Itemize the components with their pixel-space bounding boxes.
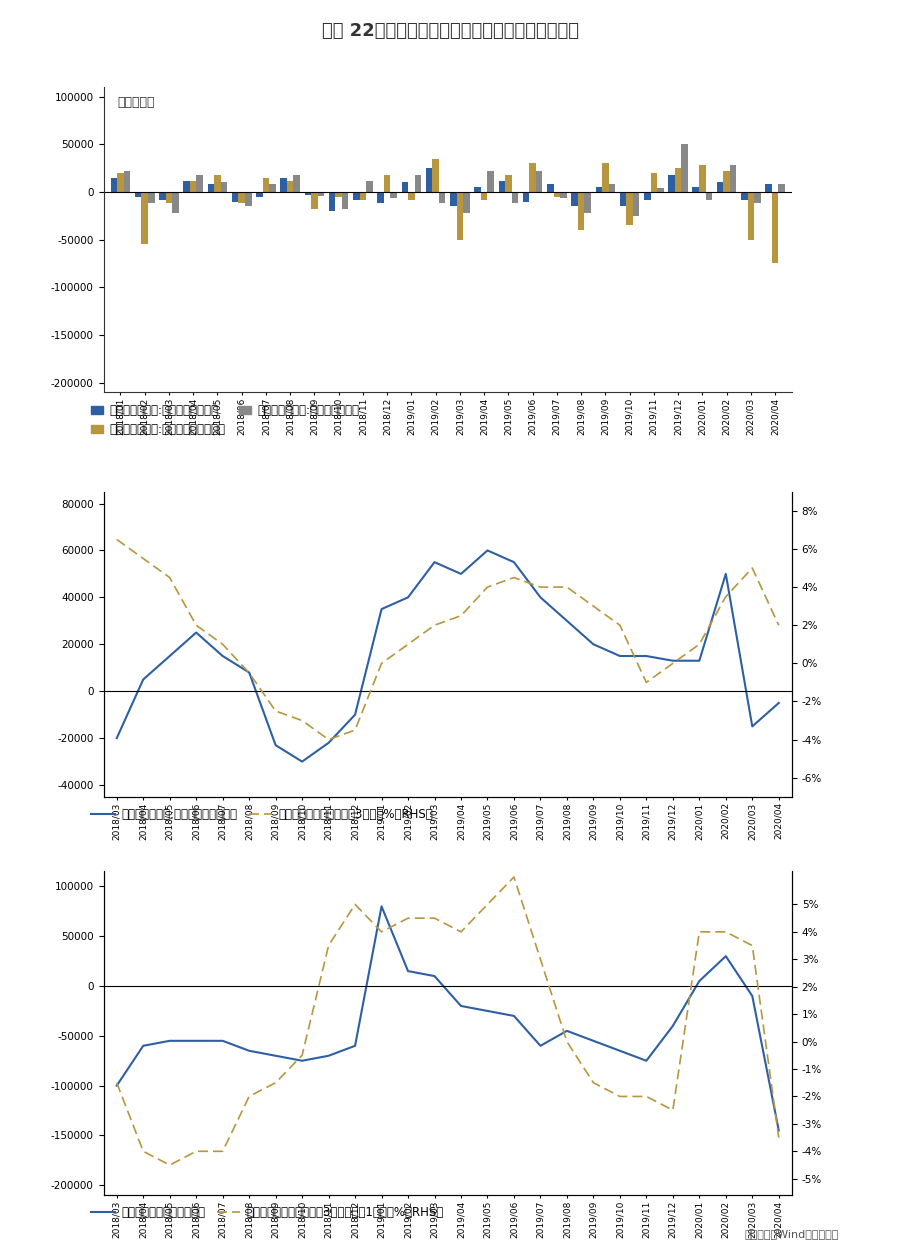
Bar: [511, 192, 518, 203]
Bar: [692, 187, 699, 192]
Bar: [318, 192, 324, 195]
Bar: [232, 192, 239, 202]
Bar: [596, 187, 602, 192]
Bar: [456, 192, 464, 239]
Bar: [668, 174, 675, 192]
Bar: [111, 178, 117, 192]
Bar: [391, 192, 397, 198]
Bar: [311, 192, 318, 209]
Bar: [117, 173, 123, 192]
Bar: [765, 184, 772, 192]
Bar: [342, 192, 348, 209]
Bar: [572, 192, 578, 207]
Bar: [523, 192, 529, 202]
Bar: [699, 166, 706, 192]
Bar: [633, 192, 639, 215]
Bar: [353, 192, 360, 199]
Bar: [464, 192, 470, 213]
Bar: [724, 171, 730, 192]
Bar: [547, 184, 553, 192]
Bar: [166, 192, 172, 203]
Bar: [772, 192, 778, 264]
Bar: [536, 171, 543, 192]
Legend: 证券投资净流入:中长期债（亿日元）, 日元相对美元变动（滚动3个月，%，RHS）: 证券投资净流入:中长期债（亿日元）, 日元相对美元变动（滚动3个月，%，RHS）: [92, 808, 433, 820]
Bar: [263, 178, 269, 192]
Bar: [505, 174, 511, 192]
Bar: [148, 192, 155, 203]
Bar: [481, 192, 488, 199]
Bar: [529, 163, 535, 192]
Bar: [439, 192, 446, 203]
Bar: [336, 192, 342, 197]
Bar: [432, 158, 439, 192]
Bar: [474, 187, 481, 192]
Bar: [220, 183, 228, 192]
Bar: [415, 174, 421, 192]
Bar: [172, 192, 179, 213]
Bar: [620, 192, 626, 207]
Bar: [644, 192, 651, 199]
Bar: [778, 184, 785, 192]
Bar: [245, 192, 251, 207]
Bar: [651, 173, 657, 192]
Bar: [401, 183, 408, 192]
Bar: [657, 188, 663, 192]
Bar: [123, 171, 130, 192]
Text: 数据来源：Wind、兴业研究: 数据来源：Wind、兴业研究: [744, 1229, 839, 1239]
Bar: [675, 168, 681, 192]
Bar: [293, 174, 300, 192]
Bar: [450, 192, 456, 207]
Bar: [360, 192, 366, 199]
Bar: [287, 181, 293, 192]
Text: 图表 22：日本证券投资项下资金流动、美元兑日元: 图表 22：日本证券投资项下资金流动、美元兑日元: [321, 22, 579, 40]
Bar: [159, 192, 166, 199]
Bar: [304, 192, 311, 195]
Bar: [741, 192, 748, 199]
Bar: [488, 171, 494, 192]
Bar: [208, 184, 214, 192]
Bar: [426, 168, 432, 192]
Legend: 证券投资净流入:短期债（亿日元）, 证券投资净流入:中长期债（亿日元）, 证券投资净流入:股票（亿日元）: 证券投资净流入:短期债（亿日元）, 证券投资净流入:中长期债（亿日元）, 证券投…: [92, 405, 359, 436]
Bar: [499, 181, 505, 192]
Bar: [602, 163, 608, 192]
Bar: [238, 192, 245, 203]
Bar: [706, 192, 712, 199]
Bar: [196, 174, 203, 192]
Bar: [384, 174, 391, 192]
Bar: [554, 192, 560, 197]
Legend: 证券投资净流入（亿日元）, 日元相对美元变动（滚动3个月，滞后1个月，%，RHS）: 证券投资净流入（亿日元）, 日元相对美元变动（滚动3个月，滞后1个月，%，RHS…: [92, 1206, 444, 1219]
Bar: [730, 166, 736, 192]
Bar: [560, 192, 567, 198]
Bar: [408, 192, 415, 199]
Bar: [328, 192, 336, 212]
Bar: [366, 181, 373, 192]
Bar: [135, 192, 141, 197]
Bar: [281, 178, 287, 192]
Bar: [190, 181, 196, 192]
Bar: [578, 192, 584, 230]
Bar: [754, 192, 760, 203]
Bar: [681, 144, 688, 192]
Bar: [184, 181, 190, 192]
Bar: [748, 192, 754, 239]
Text: 滚动一个月: 滚动一个月: [117, 96, 155, 110]
Bar: [716, 183, 724, 192]
Bar: [377, 192, 384, 203]
Bar: [626, 192, 633, 225]
Bar: [256, 192, 263, 197]
Bar: [141, 192, 148, 244]
Bar: [214, 174, 220, 192]
Bar: [584, 192, 591, 213]
Bar: [608, 184, 615, 192]
Bar: [269, 184, 275, 192]
